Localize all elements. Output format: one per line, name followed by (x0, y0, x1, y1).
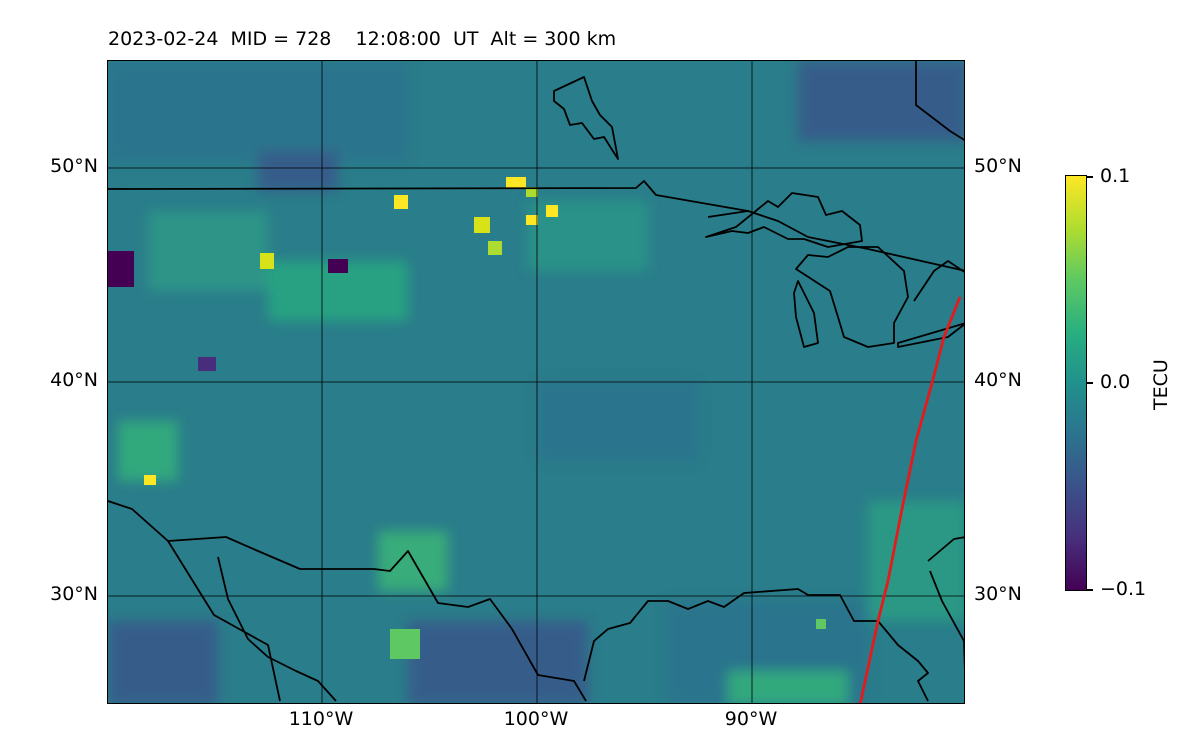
tec-map (107, 60, 965, 704)
graticule (108, 61, 964, 703)
lon-label-90w: 90°W (724, 708, 778, 730)
satellite-track (858, 296, 962, 703)
tec-anomaly-pixels (108, 177, 826, 659)
lat-label-40n-left: 40°N (50, 369, 98, 391)
colorbar-title: TECU (1150, 359, 1172, 410)
colorbar-min-label: −0.1 (1100, 578, 1147, 600)
colorbar (1065, 175, 1087, 591)
colorbar-tick-max (1087, 176, 1093, 178)
lat-label-30n-left: 30°N (50, 583, 98, 605)
map-canvas (108, 61, 964, 703)
map-title: 2023-02-24 MID = 728 12:08:00 UT Alt = 3… (108, 28, 617, 50)
lat-label-50n-left: 50°N (50, 155, 98, 177)
lat-label-50n-right: 50°N (974, 155, 1022, 177)
lat-label-40n-right: 40°N (974, 369, 1022, 391)
colorbar-tick-mid (1087, 382, 1093, 384)
lat-label-30n-right: 30°N (974, 583, 1022, 605)
colorbar-tick-min (1087, 589, 1093, 591)
lon-label-100w: 100°W (503, 708, 569, 730)
colorbar-mid-label: 0.0 (1100, 371, 1131, 393)
coastlines (108, 61, 964, 702)
tec-field-patches (108, 61, 964, 703)
colorbar-max-label: 0.1 (1100, 165, 1131, 187)
lon-label-110w: 110°W (288, 708, 354, 730)
